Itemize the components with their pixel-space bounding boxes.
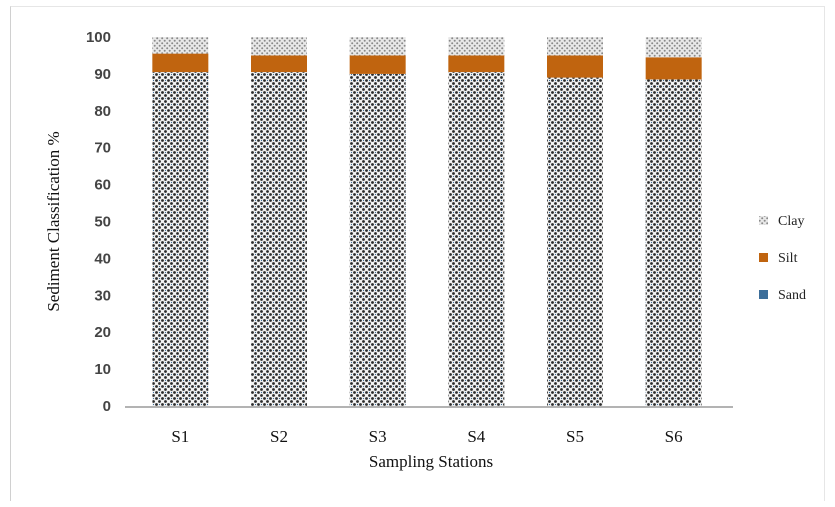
legend-swatch-sand	[759, 290, 768, 299]
bar-clay-s3	[349, 37, 406, 56]
bar-sand-s5	[547, 77, 603, 406]
legend-label-sand: Sand	[778, 288, 806, 303]
y-tick-label: 20	[94, 324, 111, 341]
bar-clay-s2	[251, 37, 307, 56]
x-axis-label: Sampling Stations	[369, 452, 493, 471]
legend: Clay Silt Sand	[759, 214, 806, 303]
x-tick-label: S6	[665, 427, 683, 446]
bar-clay-s5	[547, 37, 603, 56]
y-tick-label: 30	[94, 287, 111, 304]
y-tick-label: 90	[94, 66, 111, 83]
bar-sand-s2	[251, 72, 307, 407]
bar-clay-s1	[152, 37, 209, 54]
bar-sand-s1	[152, 72, 209, 407]
bar-sand-s4	[448, 72, 505, 407]
x-tick-label: S4	[467, 427, 485, 446]
bar-silt-s3	[349, 55, 406, 74]
y-tick-label: 10	[94, 361, 111, 378]
bar-clay-s6	[645, 37, 702, 58]
legend-swatch-silt	[759, 253, 768, 262]
bar-sand-s6	[645, 79, 702, 406]
bar-sand-s3	[349, 73, 406, 407]
legend-swatch-clay	[759, 216, 768, 225]
bar-silt-s2	[251, 55, 307, 73]
y-axis: 0 10 20 30 40 50 60 70 80 90 100	[86, 29, 111, 415]
bar-silt-s5	[547, 55, 603, 78]
bar-silt-s4	[448, 55, 505, 73]
x-tick-label: S5	[566, 427, 584, 446]
x-tick-label: S3	[369, 427, 387, 446]
stacked-bar-chart: 0 10 20 30 40 50 60 70 80 90 100 S1 S2 S3 S4 S5 S6 Sedi…	[44, 29, 806, 471]
y-tick-label: 100	[86, 29, 111, 46]
y-tick-label: 0	[103, 398, 111, 415]
y-tick-label: 80	[94, 103, 111, 120]
chart-container: 0 10 20 30 40 50 60 70 80 90 100 S1 S2 S3 S4 S5 S6 Sedi…	[10, 6, 825, 501]
legend-label-silt: Silt	[778, 251, 798, 266]
x-tick-label: S2	[270, 427, 288, 446]
y-tick-label: 40	[94, 250, 111, 267]
bar-silt-s6	[645, 57, 702, 80]
y-tick-label: 50	[94, 214, 111, 231]
y-tick-label: 60	[94, 177, 111, 194]
y-axis-label: Sediment Classification %	[44, 131, 63, 311]
legend-label-clay: Clay	[778, 214, 804, 229]
bars	[152, 37, 702, 407]
x-axis: S1 S2 S3 S4 S5 S6	[171, 427, 682, 446]
bar-silt-s1	[152, 53, 209, 73]
x-tick-label: S1	[171, 427, 189, 446]
bar-clay-s4	[448, 37, 505, 56]
y-tick-label: 70	[94, 140, 111, 157]
